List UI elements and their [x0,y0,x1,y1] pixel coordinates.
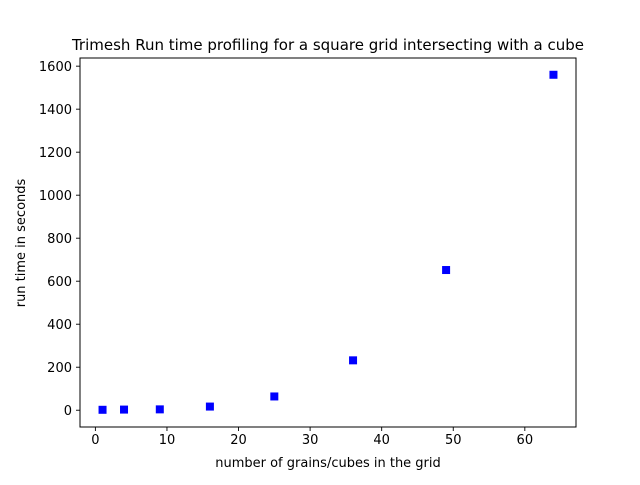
x-tick-label: 30 [302,433,319,448]
y-tick-label: 1000 [39,189,72,204]
data-point [349,356,358,365]
data-point [98,405,107,414]
y-tick-label: 1200 [39,146,72,161]
data-point [442,266,451,275]
y-tick-label: 400 [47,318,72,333]
x-tick-label: 60 [517,433,534,448]
y-axis-label: run time in seconds [14,178,29,307]
axes-frame [79,57,577,428]
y-tick-label: 200 [47,361,72,376]
data-point [205,402,214,411]
data-point [270,392,279,401]
plot-area: 0 10 20 30 40 50 60020040060080010001200140016… [39,57,577,448]
data-point [549,70,558,79]
x-tick-label: 10 [159,433,176,448]
x-tick-label: 20 [230,433,247,448]
y-tick-label: 1600 [39,60,72,75]
x-tick-label: 40 [373,433,390,448]
y-tick-label: 800 [47,232,72,247]
x-tick-label: 0 [91,433,99,448]
data-point [155,405,164,414]
x-tick-label: 50 [445,433,462,448]
data-point [120,405,129,414]
y-tick-label: 600 [47,275,72,290]
y-tick-label: 0 [64,404,72,419]
chart-title: Trimesh Run time profiling for a square … [71,36,584,54]
x-axis-label: number of grains/cubes in the grid [215,456,441,471]
y-tick-label: 1400 [39,103,72,118]
